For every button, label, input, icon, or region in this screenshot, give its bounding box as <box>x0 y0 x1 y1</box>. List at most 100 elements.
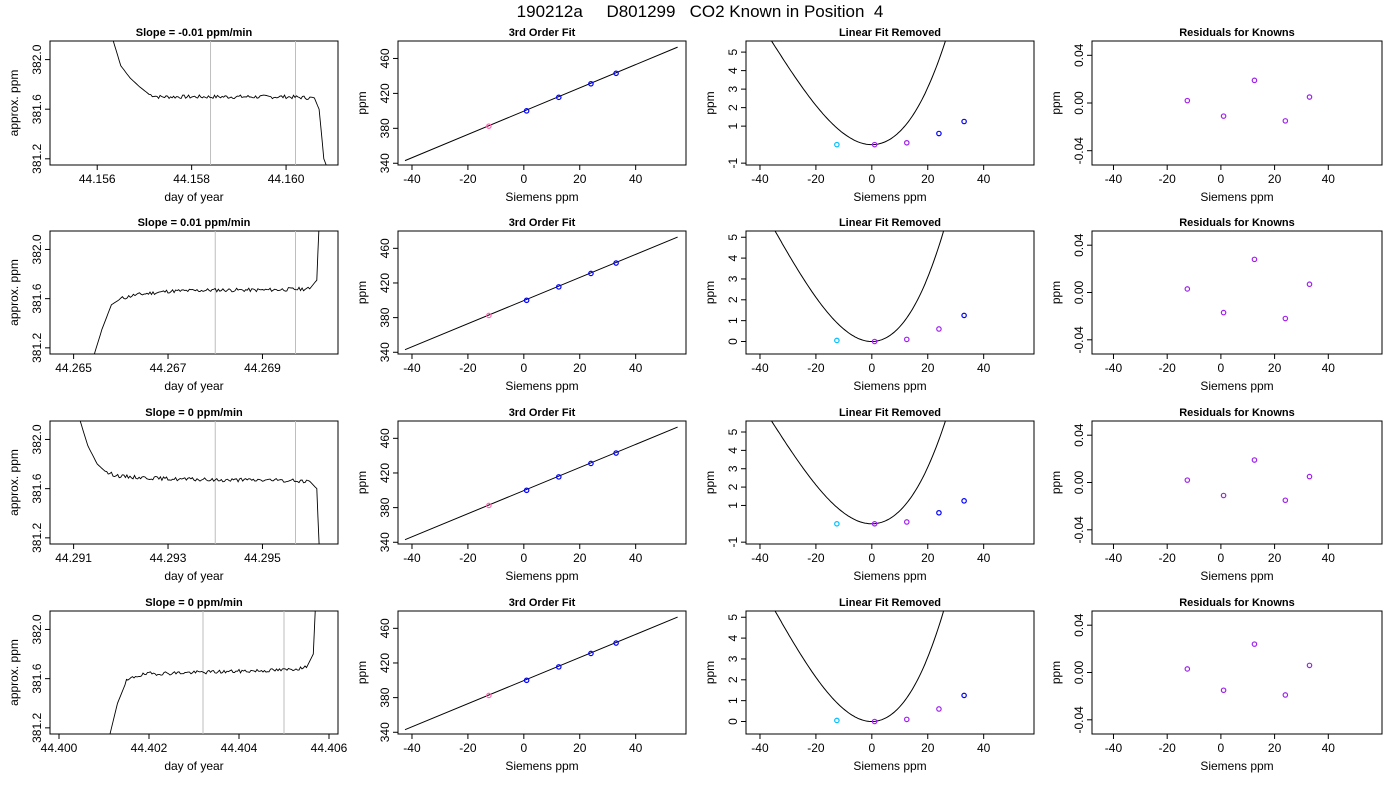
panel-3-4: Residuals for Knowns Siemens ppm ppm -40 -20… <box>1049 407 1383 583</box>
fit-line <box>404 426 678 541</box>
y-tick-label: 460 <box>378 238 392 258</box>
x-tick-label: -40 <box>751 551 769 565</box>
plot-frame <box>397 230 687 355</box>
x-axis-label: day of year <box>164 569 223 583</box>
data-point <box>486 502 492 509</box>
y-tick-label: 381.2 <box>30 143 44 173</box>
panel-3-2: 3rd Order Fit Siemens ppm ppm -40 -20 0 20 40 34… <box>355 407 687 583</box>
x-tick-label: 20 <box>1268 741 1282 755</box>
y-tick-label: 340 <box>378 532 392 552</box>
plot-frame <box>49 230 339 355</box>
data-point <box>961 692 967 699</box>
x-axis-label: Siemens ppm <box>853 379 926 393</box>
data-point <box>1306 473 1313 480</box>
x-tick-label: 20 <box>921 551 935 565</box>
plot-frame <box>49 420 339 545</box>
data-point <box>1220 492 1227 499</box>
data-point <box>903 716 910 723</box>
data-point <box>961 312 967 319</box>
x-axis-label: Siemens ppm <box>505 569 578 583</box>
x-tick-label: -40 <box>403 172 421 186</box>
fit-line <box>404 236 678 351</box>
data-point <box>1306 662 1313 669</box>
x-tick-label: 20 <box>921 741 935 755</box>
x-axis-label: Siemens ppm <box>853 569 926 583</box>
plot-area <box>404 46 678 162</box>
y-tick-label: 2 <box>726 483 740 490</box>
plot-area <box>770 421 967 527</box>
x-tick-label: 0 <box>868 551 875 565</box>
x-tick-label: 44.267 <box>150 361 187 375</box>
y-tick-label: 381.6 <box>30 663 44 693</box>
y-tick-label: 2 <box>726 296 740 303</box>
x-tick-label: -40 <box>751 741 769 755</box>
residual-curve <box>774 611 945 722</box>
plot-area <box>404 426 678 541</box>
y-tick-label: 5 <box>726 428 740 435</box>
x-tick-label: 40 <box>1322 741 1336 755</box>
ppm-trace <box>112 41 327 165</box>
panel-title: Residuals for Knowns <box>1179 407 1295 419</box>
data-point <box>588 650 594 657</box>
y-tick-label: 460 <box>378 428 392 448</box>
x-axis-label: Siemens ppm <box>1200 569 1273 583</box>
x-tick-label: 20 <box>921 361 935 375</box>
x-tick-label: -20 <box>459 172 477 186</box>
y-axis-label: ppm <box>1049 281 1063 304</box>
plot-area <box>112 41 327 165</box>
data-point <box>1184 286 1191 292</box>
plot-area <box>404 236 678 351</box>
plot-frame <box>49 610 339 735</box>
panel-1-3: Linear Fit Removed Siemens ppm ppm -40 -20 0 2… <box>703 27 1035 204</box>
y-tick-label: 381.2 <box>30 523 44 553</box>
panel-4-3: Linear Fit Removed Siemens ppm ppm -40 -20 0 2… <box>703 597 1035 773</box>
x-axis-label: Siemens ppm <box>505 190 578 204</box>
data-point <box>1220 309 1227 316</box>
y-axis-label: approx. ppm <box>7 639 21 706</box>
panel-title: Linear Fit Removed <box>839 27 941 39</box>
x-axis-label: day of year <box>164 379 223 393</box>
panel-4-4: Residuals for Knowns Siemens ppm ppm -40 -20… <box>1049 597 1383 773</box>
y-tick-label: 340 <box>378 722 392 742</box>
residual-curve <box>774 231 945 342</box>
y-tick-label: -1 <box>726 157 740 168</box>
x-tick-label: -40 <box>1105 741 1123 755</box>
data-point <box>1251 77 1258 84</box>
x-tick-label: 40 <box>977 551 991 565</box>
y-axis-label: approx. ppm <box>7 259 21 326</box>
y-tick-label: 0.00 <box>1072 660 1086 684</box>
y-axis-label: approx. ppm <box>7 70 21 137</box>
x-axis-label: Siemens ppm <box>853 190 926 204</box>
data-point <box>834 141 840 148</box>
y-tick-label: 340 <box>378 153 392 173</box>
x-tick-label: 20 <box>573 741 587 755</box>
panel-2-2: 3rd Order Fit Siemens ppm ppm -40 -20 0 20 40 34… <box>355 217 687 393</box>
panel-2-4: Residuals for Knowns Siemens ppm ppm -40 -20… <box>1049 217 1383 393</box>
x-tick-label: 0 <box>520 741 527 755</box>
plot-frame <box>49 40 339 166</box>
plot-frame <box>745 230 1035 355</box>
y-tick-label: 382.0 <box>30 234 44 264</box>
y-tick-label: 4 <box>726 254 740 261</box>
x-axis-label: Siemens ppm <box>853 759 926 773</box>
y-tick-label: 2 <box>726 676 740 683</box>
y-tick-label: 4 <box>726 634 740 641</box>
data-point <box>1251 256 1258 263</box>
y-tick-label: 420 <box>378 273 392 293</box>
y-tick-label: 5 <box>726 614 740 621</box>
panel-2-3: Linear Fit Removed Siemens ppm ppm -40 -20 0 2… <box>703 217 1035 393</box>
x-tick-label: 0 <box>520 361 527 375</box>
panel-1-4: Residuals for Knowns Siemens ppm ppm -40 -20… <box>1049 27 1383 204</box>
plot-area <box>1184 641 1313 698</box>
y-tick-label: 3 <box>726 275 740 282</box>
x-tick-label: -20 <box>1159 172 1177 186</box>
plot-frame <box>1091 610 1383 735</box>
x-axis-label: Siemens ppm <box>505 379 578 393</box>
data-point <box>871 338 878 345</box>
y-tick-label: 420 <box>378 463 392 483</box>
x-tick-label: 44.265 <box>55 361 92 375</box>
x-tick-label: 44.402 <box>131 741 168 755</box>
x-tick-label: -20 <box>459 551 477 565</box>
y-tick-label: 0.04 <box>1072 423 1086 447</box>
